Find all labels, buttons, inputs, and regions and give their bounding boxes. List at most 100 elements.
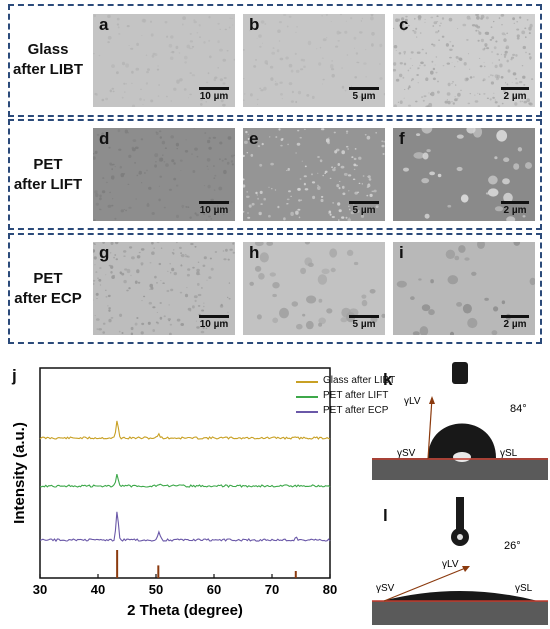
surface-grain xyxy=(369,95,371,97)
surface-grain xyxy=(477,39,480,42)
surface-grain xyxy=(193,295,198,299)
surface-grain xyxy=(156,311,158,313)
surface-grain xyxy=(432,67,436,71)
surface-grain xyxy=(180,254,182,256)
surface-particle xyxy=(256,314,262,320)
surface-grain xyxy=(193,128,195,129)
surface-grain xyxy=(433,21,438,25)
surface-grain xyxy=(449,48,453,51)
surface-grain xyxy=(232,242,235,245)
surface-grain xyxy=(515,77,518,80)
surface-grain xyxy=(491,51,494,53)
surface-grain xyxy=(94,264,96,266)
surface-grain xyxy=(233,58,235,61)
surface-grain xyxy=(531,78,534,80)
surface-particle xyxy=(321,268,330,275)
surface-grain xyxy=(99,284,102,286)
surface-grain xyxy=(397,18,401,22)
surface-grain xyxy=(463,62,467,66)
surface-grain xyxy=(360,214,365,218)
surface-particle xyxy=(330,267,336,273)
surface-grain xyxy=(135,67,140,71)
surface-particle xyxy=(485,192,490,195)
surface-grain xyxy=(475,14,479,17)
surface-grain xyxy=(232,251,235,254)
surface-particle xyxy=(460,194,469,203)
surface-particle xyxy=(291,301,299,307)
surface-grain xyxy=(272,47,275,49)
surface-grain xyxy=(424,18,426,20)
surface-grain xyxy=(260,89,264,92)
surface-particle xyxy=(529,277,535,286)
surface-grain xyxy=(288,190,291,193)
surface-grain xyxy=(321,128,325,131)
surface-grain xyxy=(186,287,188,289)
surface-grain xyxy=(231,18,233,19)
surface-grain xyxy=(101,98,105,102)
surface-grain xyxy=(131,70,134,74)
surface-particle xyxy=(410,296,415,300)
row-label-line2: after LIFT xyxy=(13,176,83,193)
surface-grain xyxy=(370,14,374,17)
panel-letter: h xyxy=(249,243,260,262)
surface-grain xyxy=(93,53,95,55)
surface-grain xyxy=(304,188,309,191)
surface-grain xyxy=(227,258,230,261)
surface-grain xyxy=(114,217,117,220)
surface-grain xyxy=(119,165,122,169)
surface-grain xyxy=(350,85,353,87)
surface-grain xyxy=(196,326,200,329)
surface-particle xyxy=(449,331,455,335)
surface-grain xyxy=(176,184,179,187)
surface-grain xyxy=(95,193,99,198)
surface-grain xyxy=(139,97,142,101)
surface-grain xyxy=(189,72,192,74)
scale-label: 5 µm xyxy=(352,319,376,330)
surface-grain xyxy=(493,20,495,23)
surface-grain xyxy=(173,177,177,181)
surface-particle xyxy=(272,293,277,298)
surface-grain xyxy=(260,20,265,24)
surface-grain xyxy=(181,254,185,258)
gamma-sv-label: γSV xyxy=(397,448,416,459)
surface-grain xyxy=(136,174,139,177)
surface-grain xyxy=(484,45,487,47)
surface-grain xyxy=(226,50,229,52)
surface-grain xyxy=(480,38,484,43)
panel-letter: f xyxy=(399,129,405,148)
surface-grain xyxy=(130,274,132,277)
surface-grain xyxy=(399,100,403,104)
surface-grain xyxy=(491,62,494,64)
surface-grain xyxy=(109,252,112,254)
surface-grain xyxy=(371,43,374,47)
surface-grain xyxy=(362,175,365,177)
surface-grain xyxy=(306,94,310,97)
surface-grain xyxy=(325,14,328,16)
surface-grain xyxy=(274,82,279,86)
surface-particle xyxy=(501,300,506,305)
surface-grain xyxy=(521,30,526,35)
x-tick-label: 70 xyxy=(265,582,279,597)
surface-grain xyxy=(207,72,210,75)
surface-grain xyxy=(416,51,421,54)
surface-particle xyxy=(493,306,499,312)
surface-grain xyxy=(183,88,187,91)
surface-grain xyxy=(261,142,264,146)
surface-grain xyxy=(288,82,293,86)
surface-grain xyxy=(206,165,209,167)
surface-grain xyxy=(473,76,475,78)
surface-grain xyxy=(102,177,105,179)
surface-grain xyxy=(170,51,172,53)
surface-grain xyxy=(447,82,451,87)
surface-grain xyxy=(125,63,129,68)
surface-grain xyxy=(297,208,301,211)
surface-grain xyxy=(111,87,115,90)
surface-grain xyxy=(382,153,385,155)
surface-grain xyxy=(451,62,453,63)
surface-grain xyxy=(375,205,379,208)
surface-particle xyxy=(429,171,435,176)
surface-grain xyxy=(324,170,328,173)
surface-grain xyxy=(187,206,190,208)
surface-grain xyxy=(142,104,144,106)
surface-grain xyxy=(186,273,190,277)
